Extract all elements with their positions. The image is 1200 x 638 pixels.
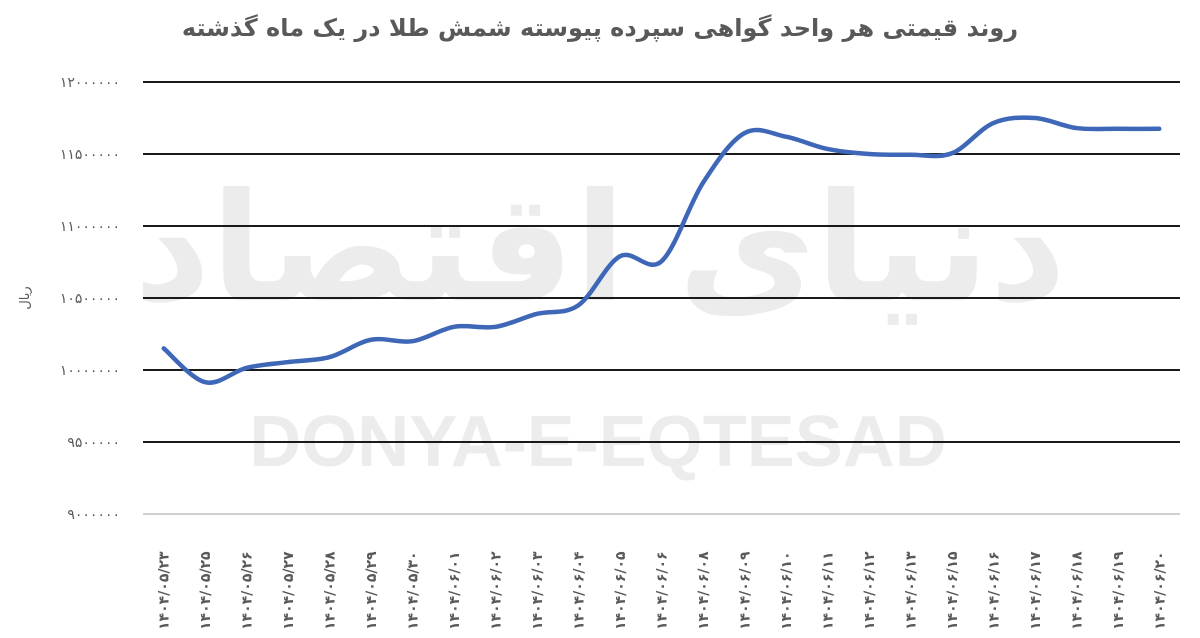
- chart-title: روند قیمتی هر واحد گواهی سپرده پیوسته شم…: [181, 14, 1019, 42]
- y-tick-label: ۱۲۰۰۰۰۰۰: [60, 75, 120, 91]
- x-tick-label: ۱۴۰۴/۰۵/۳۰: [406, 551, 422, 630]
- x-tick-label: ۱۴۰۴/۰۵/۲۳: [157, 551, 173, 630]
- x-tick-label: ۱۴۰۴/۰۶/۱۷: [1028, 551, 1044, 630]
- watermark: دنیای اقتصاد DONYA-E-EQTESAD: [134, 162, 1067, 482]
- x-tick-label: ۱۴۰۴/۰۵/۲۹: [364, 551, 380, 630]
- x-tick-label: ۱۴۰۴/۰۶/۱۹: [1111, 551, 1127, 630]
- x-tick-label: ۱۴۰۴/۰۶/۱۰: [779, 551, 795, 630]
- x-tick-label: ۱۴۰۴/۰۶/۰۲: [489, 551, 505, 630]
- watermark-persian-text: دنیای اقتصاد: [134, 162, 1067, 336]
- y-tick-label: ۱۰۰۰۰۰۰۰: [60, 363, 120, 379]
- y-tick-label: ۱۱۰۰۰۰۰۰: [60, 219, 120, 235]
- y-tick-label: ۱۰۵۰۰۰۰۰: [60, 291, 120, 307]
- x-tick-label: ۱۴۰۴/۰۶/۱۸: [1069, 551, 1085, 630]
- x-tick-label: ۱۴۰۴/۰۶/۰۹: [737, 551, 753, 630]
- x-tick-label: ۱۴۰۴/۰۶/۰۴: [572, 551, 588, 630]
- x-tick-label: ۱۴۰۴/۰۶/۱۶: [986, 551, 1002, 630]
- y-tick-label: ۹۰۰۰۰۰۰: [67, 507, 120, 523]
- x-tick-label: ۱۴۰۴/۰۵/۲۵: [198, 551, 214, 630]
- x-tick-label: ۱۴۰۴/۰۶/۱۲: [862, 551, 878, 630]
- gridlines: [143, 81, 1180, 515]
- x-tick-label: ۱۴۰۴/۰۶/۰۱: [447, 551, 463, 630]
- x-tick-label: ۱۴۰۴/۰۶/۲۰: [1152, 551, 1168, 630]
- y-axis-ticks: ۹۰۰۰۰۰۰ ۹۵۰۰۰۰۰ ۱۰۰۰۰۰۰۰ ۱۰۵۰۰۰۰۰ ۱۱۰۰۰۰۰۰ ۱۱…: [60, 75, 120, 523]
- y-tick-label: ۹۵۰۰۰۰۰: [67, 435, 120, 451]
- x-tick-label: ۱۴۰۴/۰۵/۲۸: [323, 551, 339, 630]
- x-tick-label: ۱۴۰۴/۰۶/۱۳: [903, 551, 919, 630]
- x-tick-label: ۱۴۰۴/۰۶/۰۶: [655, 551, 671, 630]
- x-tick-label: ۱۴۰۴/۰۶/۰۵: [613, 551, 629, 630]
- x-tick-label: ۱۴۰۴/۰۶/۰۳: [530, 551, 546, 630]
- x-tick-label: ۱۴۰۴/۰۶/۱۵: [945, 551, 961, 630]
- x-tick-label: ۱۴۰۴/۰۶/۰۸: [696, 551, 712, 630]
- y-tick-label: ۱۱۵۰۰۰۰۰: [60, 147, 120, 163]
- x-tick-label: ۱۴۰۴/۰۵/۲۶: [240, 551, 256, 630]
- series-layer: [161, 115, 1162, 385]
- x-tick-label: ۱۴۰۴/۰۶/۱۱: [820, 551, 836, 630]
- x-tick-label: ۱۴۰۴/۰۵/۲۷: [281, 551, 297, 630]
- price-line-series: [161, 115, 1162, 385]
- x-axis-ticks: ۱۴۰۴/۰۵/۲۳ ۱۴۰۴/۰۵/۲۵ ۱۴۰۴/۰۵/۲۶ ۱۴۰۴/۰۵/۲۷…: [157, 551, 1169, 630]
